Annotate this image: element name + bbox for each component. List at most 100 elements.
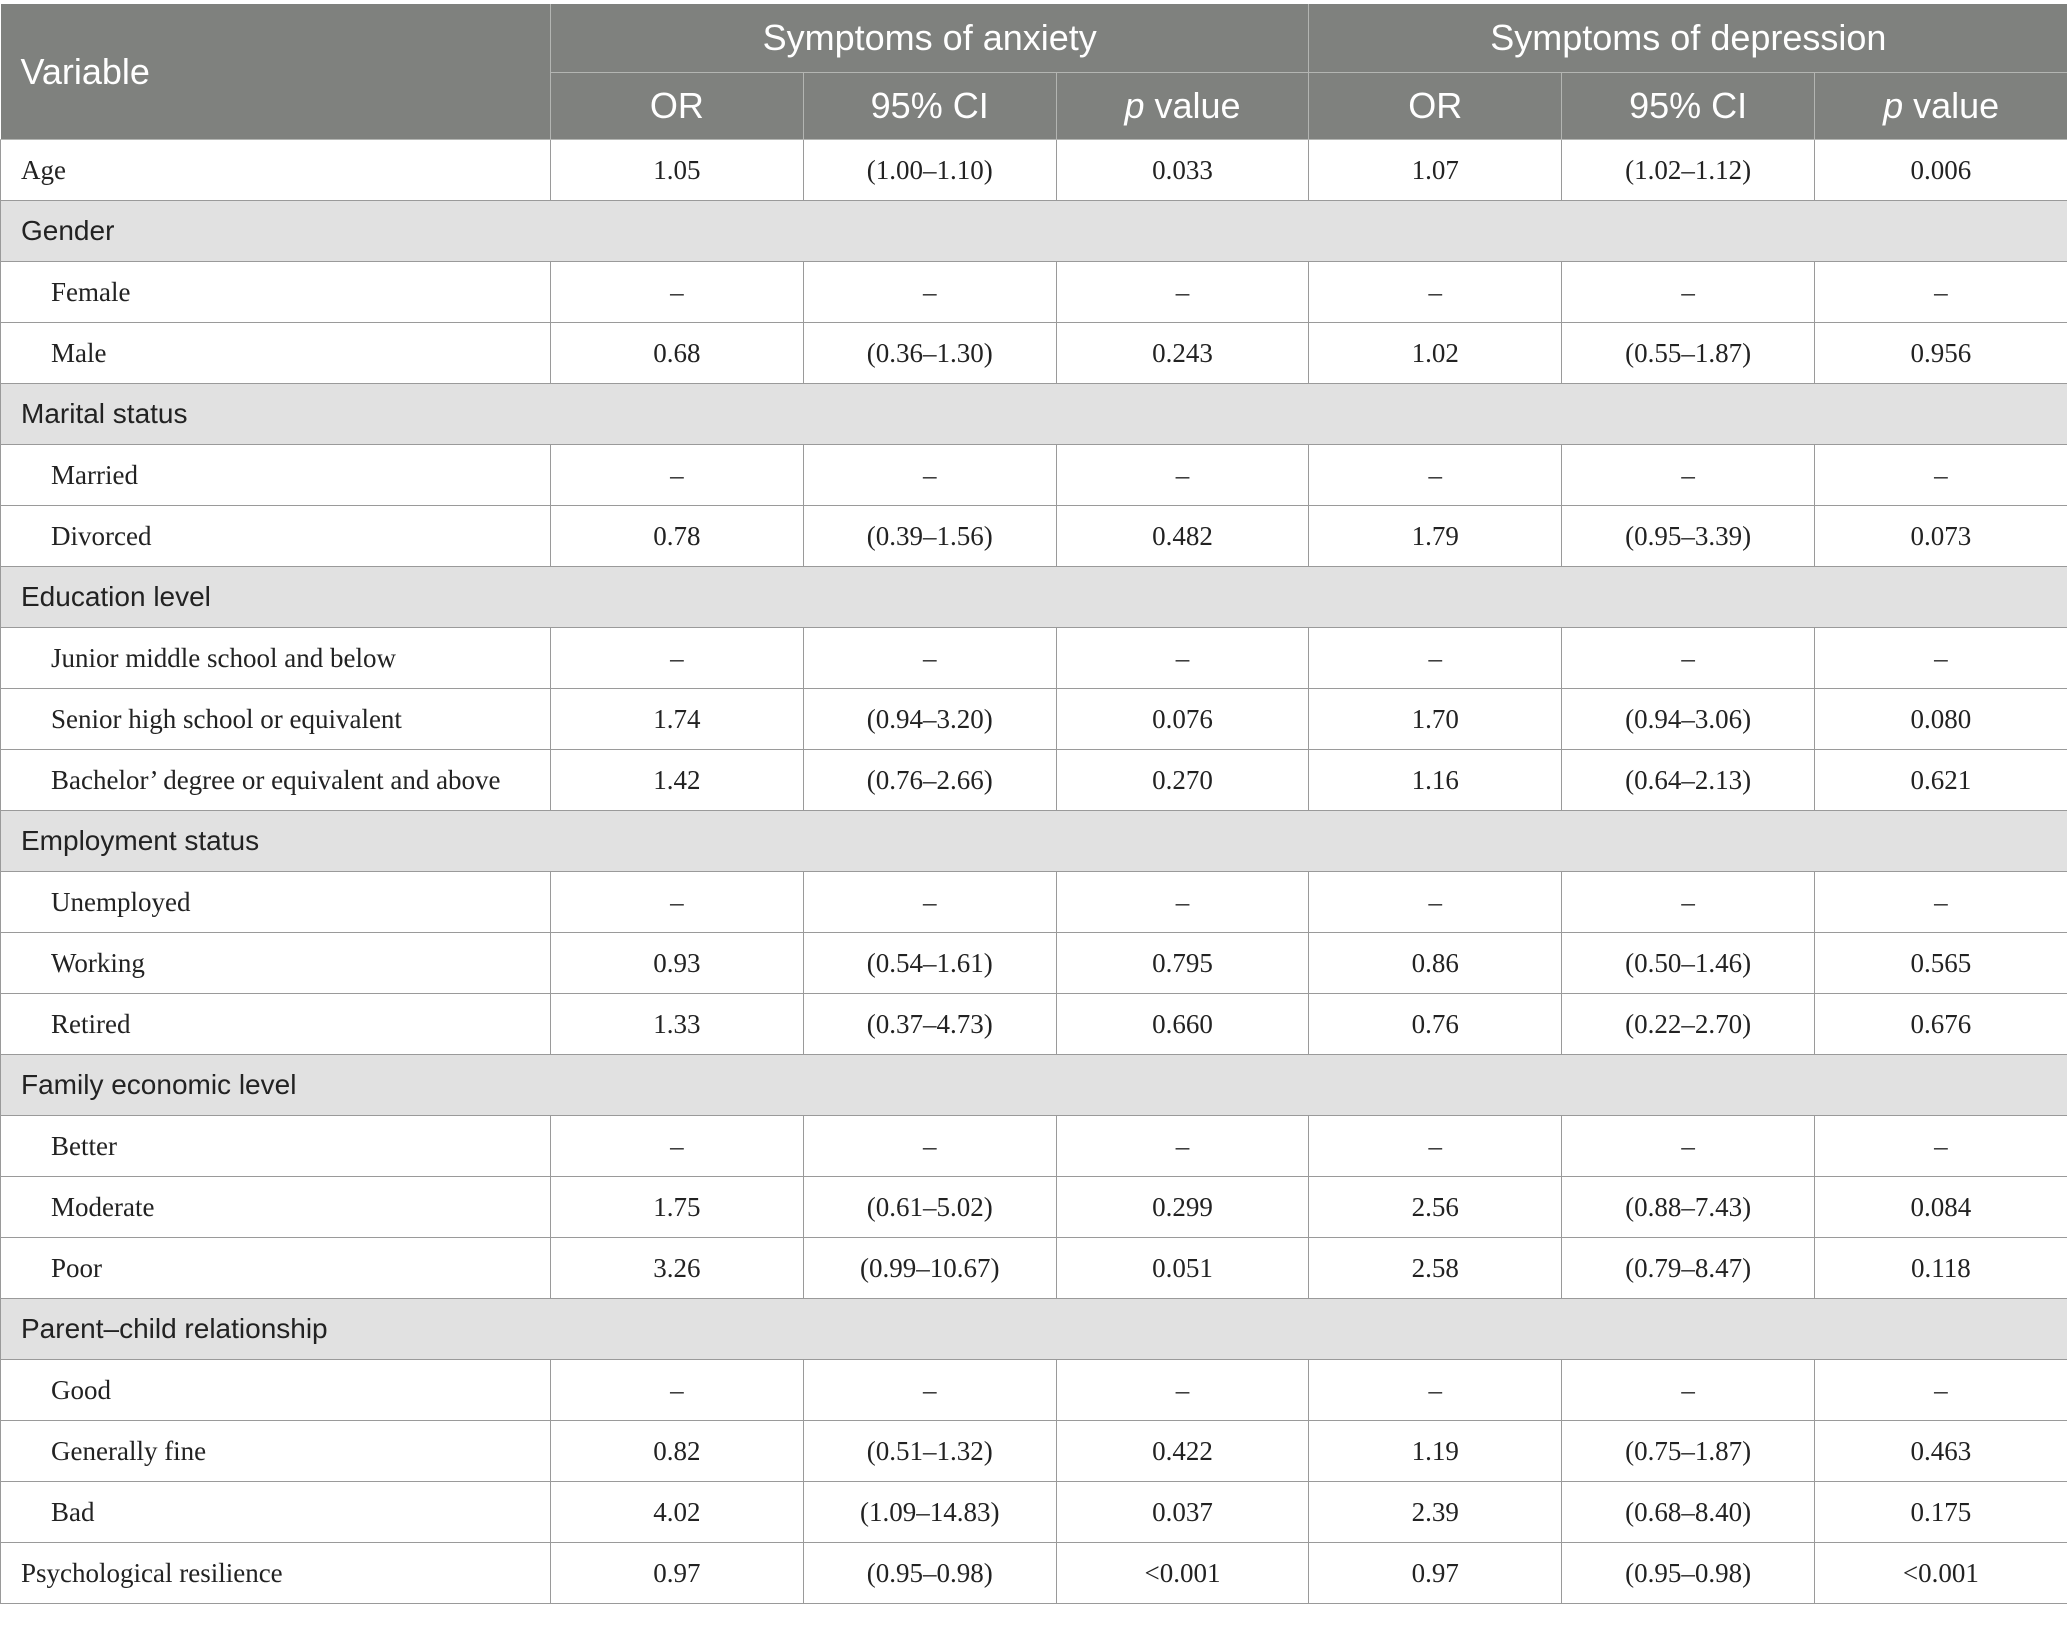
cell-depression-p: – [1814, 261, 2067, 323]
cell-anxiety-p: – [1056, 1115, 1310, 1177]
cell-anxiety-ci: (0.54–1.61) [803, 932, 1057, 994]
row-label: Working [0, 932, 551, 994]
cell-depression-ci: (0.22–2.70) [1561, 993, 1815, 1055]
cell-anxiety-or: – [550, 1115, 804, 1177]
table-row: Poor 3.26 (0.99–10.67) 0.051 2.58 (0.79–8.47)… [0, 1237, 2067, 1299]
cell-anxiety-p: – [1056, 1359, 1310, 1421]
cell-anxiety-or: 1.42 [550, 749, 804, 811]
row-label: Unemployed [0, 871, 551, 933]
header-anxiety-ci: 95% CI [803, 72, 1057, 140]
cell-depression-or: 1.16 [1308, 749, 1563, 811]
cell-anxiety-p: – [1056, 871, 1310, 933]
cell-depression-p: – [1814, 871, 2067, 933]
cell-anxiety-or: 1.75 [550, 1176, 804, 1238]
table-body: Age 1.05 (1.00–1.10) 0.033 1.07 (1.02–1.12) 0.… [0, 139, 2067, 1604]
cell-depression-or: 2.58 [1308, 1237, 1563, 1299]
cell-anxiety-or: 0.97 [550, 1542, 804, 1604]
header-anxiety-p: p value [1056, 72, 1310, 140]
group-label: Family economic level [0, 1054, 2067, 1116]
cell-anxiety-p: – [1056, 261, 1310, 323]
group-label: Gender [0, 200, 2067, 262]
header-depression-or: OR [1308, 72, 1563, 140]
header-variable: Variable [0, 4, 551, 140]
group-label: Employment status [0, 810, 2067, 872]
cell-anxiety-ci: – [803, 444, 1057, 506]
cell-anxiety-p: 0.660 [1056, 993, 1310, 1055]
cell-depression-ci: – [1561, 1359, 1815, 1421]
cell-depression-ci: – [1561, 1115, 1815, 1177]
cell-depression-p: 0.084 [1814, 1176, 2067, 1238]
cell-depression-or: – [1308, 871, 1563, 933]
table-header: Variable Symptoms of anxiety Symptoms of… [0, 4, 2067, 140]
group-label: Marital status [0, 383, 2067, 445]
table-row: Better – – – – – – [0, 1115, 2067, 1177]
row-label: Psychological resilience [0, 1542, 551, 1604]
cell-anxiety-ci: (0.94–3.20) [803, 688, 1057, 750]
cell-anxiety-p: – [1056, 627, 1310, 689]
cell-depression-p: 0.118 [1814, 1237, 2067, 1299]
cell-anxiety-ci: (0.99–10.67) [803, 1237, 1057, 1299]
cell-anxiety-or: – [550, 261, 804, 323]
table-row: Female – – – – – – [0, 261, 2067, 323]
row-label: Bad [0, 1481, 551, 1543]
row-label: Female [0, 261, 551, 323]
cell-anxiety-p: 0.243 [1056, 322, 1310, 384]
cell-anxiety-p: 0.795 [1056, 932, 1310, 994]
table-row: Male 0.68 (0.36–1.30) 0.243 1.02 (0.55–1.87) 0… [0, 322, 2067, 384]
table-row: Married – – – – – – [0, 444, 2067, 506]
cell-depression-p: 0.956 [1814, 322, 2067, 384]
cell-depression-ci: (0.94–3.06) [1561, 688, 1815, 750]
cell-depression-or: – [1308, 1359, 1563, 1421]
table-row: Generally fine 0.82 (0.51–1.32) 0.422 1.19 (0… [0, 1420, 2067, 1482]
row-label: Senior high school or equivalent [0, 688, 551, 750]
cell-anxiety-or: 0.82 [550, 1420, 804, 1482]
cell-anxiety-p: 0.033 [1056, 139, 1310, 201]
cell-depression-or: 1.70 [1308, 688, 1563, 750]
cell-anxiety-ci: (1.00–1.10) [803, 139, 1057, 201]
p-italic: p [1883, 85, 1904, 126]
group-header-row: Gender [0, 200, 2067, 262]
cell-anxiety-or: 1.33 [550, 993, 804, 1055]
cell-depression-p: – [1814, 444, 2067, 506]
cell-anxiety-ci: (0.61–5.02) [803, 1176, 1057, 1238]
cell-depression-p: 0.175 [1814, 1481, 2067, 1543]
group-header-row: Parent–child relationship [0, 1298, 2067, 1360]
cell-depression-or: 1.19 [1308, 1420, 1563, 1482]
cell-depression-or: 0.97 [1308, 1542, 1563, 1604]
cell-depression-ci: – [1561, 627, 1815, 689]
row-label: Married [0, 444, 551, 506]
cell-anxiety-ci: (0.36–1.30) [803, 322, 1057, 384]
cell-anxiety-p: <0.001 [1056, 1542, 1310, 1604]
p-rest: value [1144, 85, 1241, 126]
table-row: Bad 4.02 (1.09–14.83) 0.037 2.39 (0.68–8.40) 0… [0, 1481, 2067, 1543]
header-depression-ci: 95% CI [1561, 72, 1815, 140]
cell-depression-ci: (0.50–1.46) [1561, 932, 1815, 994]
cell-anxiety-ci: – [803, 871, 1057, 933]
row-label: Age [0, 139, 551, 201]
cell-depression-or: – [1308, 1115, 1563, 1177]
table-row: Moderate 1.75 (0.61–5.02) 0.299 2.56 (0.88–7.… [0, 1176, 2067, 1238]
cell-depression-ci: (1.02–1.12) [1561, 139, 1815, 201]
cell-depression-ci: (0.88–7.43) [1561, 1176, 1815, 1238]
cell-depression-or: 1.02 [1308, 322, 1563, 384]
cell-anxiety-or: 1.05 [550, 139, 804, 201]
cell-depression-ci: (0.95–3.39) [1561, 505, 1815, 567]
cell-depression-or: 2.56 [1308, 1176, 1563, 1238]
cell-depression-or: 1.07 [1308, 139, 1563, 201]
cell-anxiety-ci: – [803, 1359, 1057, 1421]
cell-depression-or: – [1308, 261, 1563, 323]
p-italic: p [1124, 85, 1145, 126]
cell-depression-p: 0.621 [1814, 749, 2067, 811]
cell-depression-p: 0.565 [1814, 932, 2067, 994]
cell-anxiety-p: 0.270 [1056, 749, 1310, 811]
row-label: Poor [0, 1237, 551, 1299]
cell-anxiety-ci: (0.51–1.32) [803, 1420, 1057, 1482]
table-row: Working 0.93 (0.54–1.61) 0.795 0.86 (0.50–1.4… [0, 932, 2067, 994]
row-label: Good [0, 1359, 551, 1421]
row-label: Moderate [0, 1176, 551, 1238]
cell-depression-or: 0.86 [1308, 932, 1563, 994]
cell-anxiety-or: 4.02 [550, 1481, 804, 1543]
cell-depression-ci: (0.64–2.13) [1561, 749, 1815, 811]
cell-anxiety-p: 0.037 [1056, 1481, 1310, 1543]
cell-anxiety-or: 1.74 [550, 688, 804, 750]
